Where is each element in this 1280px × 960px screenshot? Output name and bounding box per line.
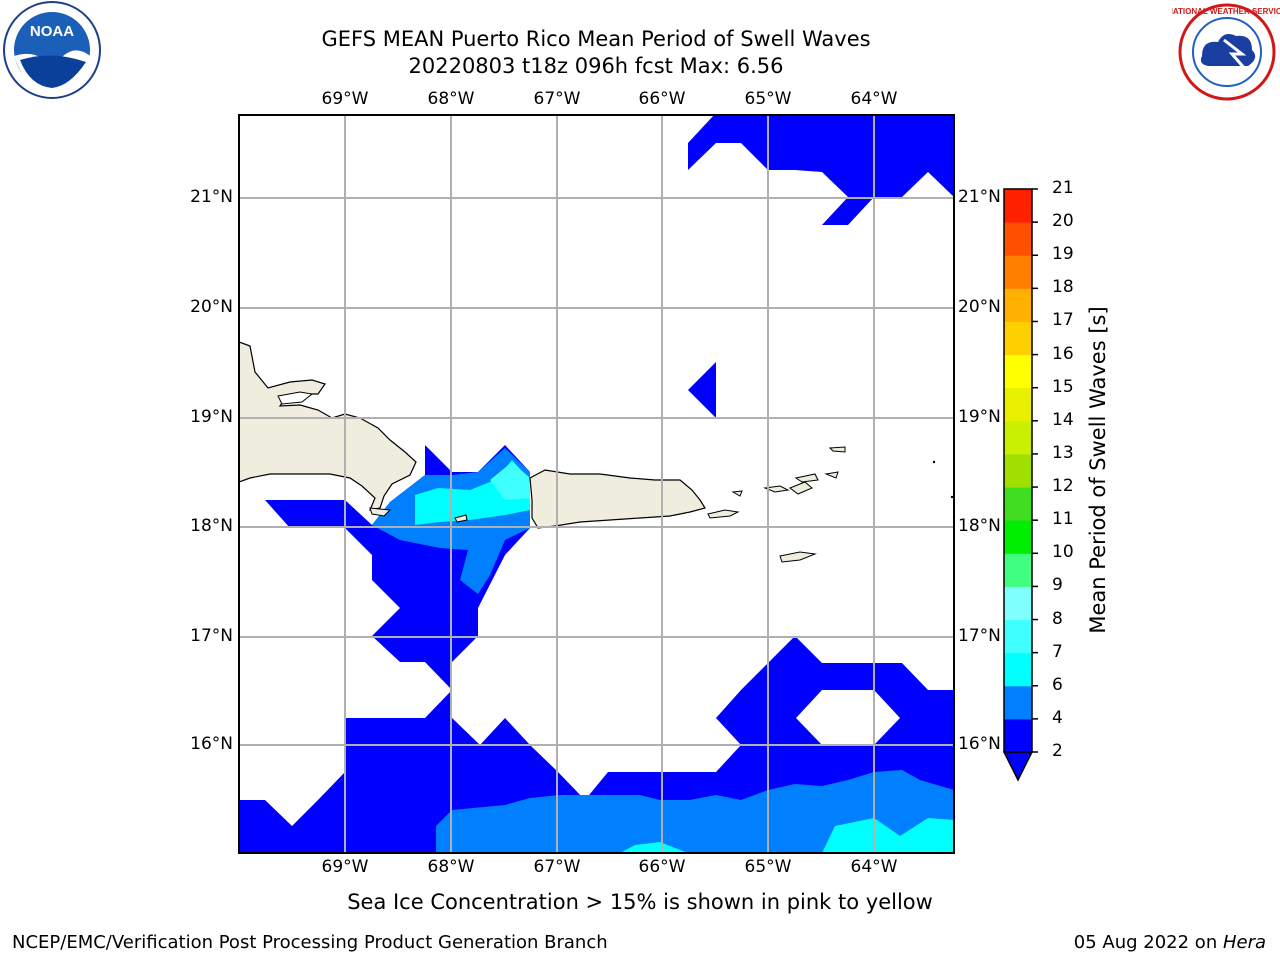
lon-label-bottom: 69°W [321,857,369,877]
land-hispaniola [239,341,417,511]
colorbar-segment [1004,652,1032,687]
lon-label-bottom: 67°W [533,857,581,877]
lon-label-top: 65°W [744,89,792,109]
colorbar-extend-arrow [1002,751,1034,782]
lon-label-top: 68°W [427,89,475,109]
lat-label-left: 18°N [190,516,233,536]
colorbar-tick-label: 7 [1052,641,1063,662]
colorbar-tick-label: 10 [1052,542,1074,563]
noaa-logo: NOAA [3,1,101,99]
lat-label-right: 20°N [958,297,1001,317]
swell-region-northeast [688,115,954,225]
lon-label-top: 66°W [638,89,686,109]
colorbar-tick-label: 2 [1052,741,1063,761]
colorbar-tick-label: 4 [1052,707,1063,728]
footer-credit: NCEP/EMC/Verification Post Processing Pr… [12,932,608,953]
footer-date: 05 Aug 2022 on Hera [1074,932,1266,953]
colorbar-segment [1004,321,1032,356]
colorbar-tick-label: 14 [1052,409,1074,430]
colorbar-segment [1004,453,1032,488]
lat-label-right: 18°N [958,516,1001,536]
colorbar-segment [1004,387,1032,422]
colorbar-tick-label: 12 [1052,476,1074,497]
lat-label-right: 17°N [958,626,1001,646]
lon-label-bottom: 65°W [744,857,792,877]
colorbar-segment [1004,619,1032,654]
nws-logo: NATIONAL WEATHER SERVICE [1172,3,1280,101]
swell-region-south-mid [436,770,954,853]
noaa-logo-text: NOAA [30,23,74,40]
lat-label-right: 21°N [958,187,1001,207]
lat-label-right: 19°N [958,407,1001,427]
colorbar-tick-label: 18 [1052,277,1074,298]
lat-label-left: 20°N [190,297,233,317]
colorbar-tick-label: 9 [1052,575,1063,596]
colorbar-tick-label: 15 [1052,376,1074,397]
footer-date-text: 05 Aug 2022 on [1073,932,1223,953]
lon-label-bottom: 68°W [427,857,475,877]
colorbar-label: Mean Period of Swell Waves [s] [1086,306,1110,634]
colorbar-segment [1004,288,1032,322]
colorbar-segment [1004,520,1032,554]
colorbar-segment [1004,487,1032,521]
lon-label-bottom: 64°W [850,857,898,877]
swell-region-small [688,362,716,418]
chart-subtitle: 20220803 t18z 096h fcst Max: 6.56 [408,54,784,78]
lon-label-bottom: 66°W [638,857,686,877]
sea-ice-caption: Sea Ice Concentration > 15% is shown in … [347,890,933,914]
colorbar-tick-label: 19 [1052,244,1074,265]
colorbar-segment [1004,354,1032,389]
lat-label-left: 17°N [190,626,233,646]
lat-label-left: 16°N [190,734,233,754]
colorbar-tick-label: 11 [1052,509,1074,530]
colorbar-frame [1003,188,1033,753]
colorbar-segment [1004,420,1032,455]
colorbar-tick-label: 16 [1052,343,1074,364]
colorbar-tick-label: 8 [1052,608,1063,629]
colorbar-segment [1004,255,1032,289]
lon-label-top: 69°W [321,89,369,109]
colorbar-segment [1004,189,1032,223]
lat-label-right: 16°N [958,734,1001,754]
lat-label-left: 21°N [190,187,233,207]
colorbar-tick-label: 20 [1052,211,1074,232]
map-frame [238,114,955,854]
nws-logo-text: NATIONAL WEATHER SERVICE [1172,7,1280,16]
colorbar-segment [1004,553,1032,587]
lat-label-left: 19°N [190,407,233,427]
footer-system: Hera [1222,932,1266,953]
colorbar-tick-label: 17 [1052,310,1074,331]
lon-label-top: 64°W [850,89,898,109]
colorbar-segment [1004,222,1032,256]
gridlines [239,115,954,853]
colorbar-tick-label: 13 [1052,442,1074,463]
chart-title: GEFS MEAN Puerto Rico Mean Period of Swe… [321,27,871,51]
colorbar-segment [1004,586,1032,621]
map-plot [238,114,955,854]
colorbar-segment [1004,685,1032,720]
colorbar-tick-label: 21 [1052,178,1074,198]
swell-region-south-light [822,818,954,853]
colorbar-segment [1004,718,1032,753]
lon-label-top: 67°W [533,89,581,109]
colorbar-tick-label: 6 [1052,674,1063,695]
